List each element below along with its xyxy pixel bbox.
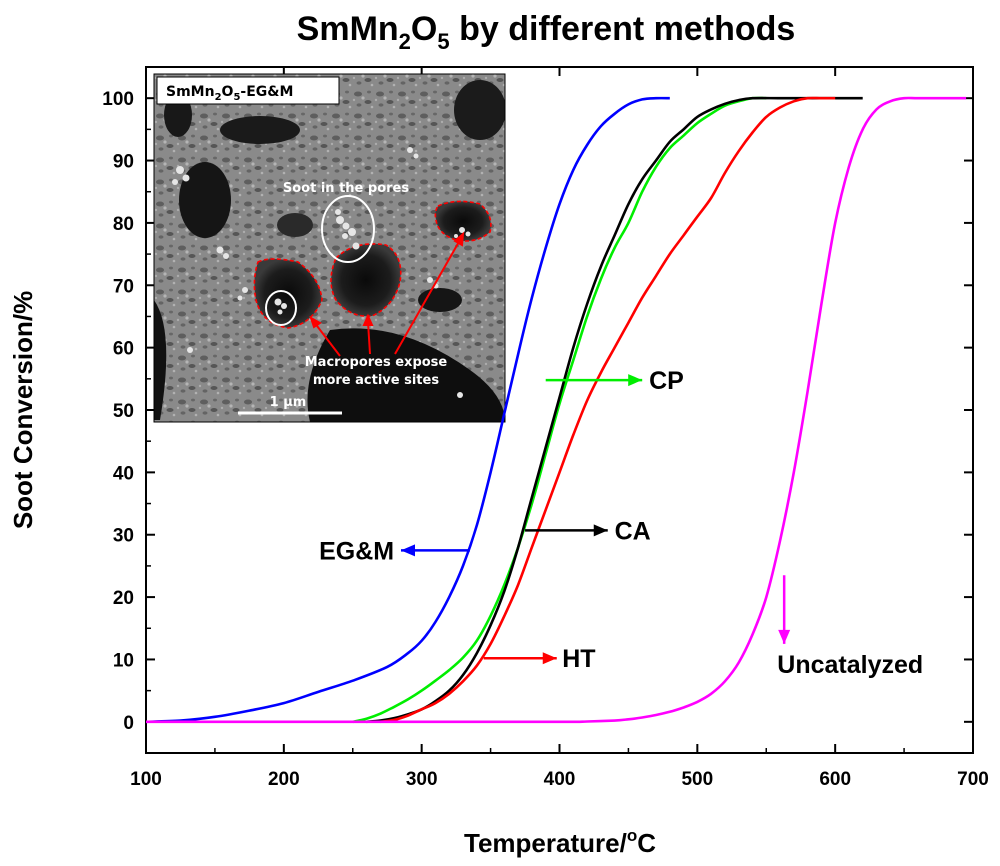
inset-scale-label: 1 μm [270, 395, 307, 410]
annotation-label-ca: CA [615, 517, 651, 545]
inset-sem-image [154, 74, 505, 422]
x-axis-label: Temperature/oC [464, 826, 656, 858]
annotation-arrowhead-uncatalyzed [778, 629, 791, 644]
series-line-uncatalyzed [146, 96, 967, 724]
y-tick-label-10: 10 [113, 650, 134, 671]
series-line-egandm [146, 96, 670, 724]
chart-title: SmMn2O5 by different methods [297, 10, 796, 54]
annotation-arrowhead-ca [593, 524, 608, 537]
annotations-layer: CP CA EG&M HT Uncatalyzed [319, 367, 923, 679]
inset-label-soot: Soot in the pores [283, 181, 409, 196]
y-tick-label-20: 20 [113, 588, 134, 609]
x-tick-label-500: 500 [681, 769, 713, 790]
y-tick-label-30: 30 [113, 526, 134, 547]
series-line-ca [366, 96, 863, 724]
y-tick-label-60: 60 [113, 339, 134, 360]
annotation-label-uncatalyzed: Uncatalyzed [777, 651, 923, 679]
y-tick-label-70: 70 [113, 276, 134, 297]
y-tick-label-40: 40 [113, 463, 134, 484]
annotation-arrowhead-cp [628, 374, 643, 387]
x-tick-label-600: 600 [819, 769, 851, 790]
soot-highlight-1 [321, 195, 375, 263]
x-tick-label-100: 100 [130, 769, 162, 790]
annotation-arrowhead-ht [542, 652, 557, 665]
annotation-label-egandm: EG&M [319, 537, 394, 565]
y-axis-label: Soot Conversion/% [8, 291, 38, 529]
y-tick-label-0: 0 [123, 713, 134, 734]
y-tick-label-50: 50 [113, 401, 134, 422]
x-tick-label-400: 400 [544, 769, 576, 790]
inset-title: SmMn2O5-EG&M [166, 84, 293, 103]
annotation-label-cp: CP [649, 367, 684, 395]
x-tick-label-300: 300 [406, 769, 438, 790]
annotation-arrowhead-egandm [400, 544, 415, 557]
series-line-cp [352, 96, 767, 724]
y-tick-label-100: 100 [102, 89, 134, 110]
annotation-label-ht: HT [562, 645, 595, 673]
y-tick-label-90: 90 [113, 152, 134, 173]
x-tick-label-700: 700 [957, 769, 989, 790]
series-line-ht [380, 96, 836, 724]
inset-label-macropores-1: Macropores expose [305, 355, 448, 370]
series-layer [146, 96, 967, 724]
axis-ticks: 100 200 300 400 500 600 700 0 10 20 30 40 50 60 70 80 90… [102, 67, 989, 790]
y-tick-label-80: 80 [113, 214, 134, 235]
inset-label-macropores-2: more active sites [313, 373, 439, 388]
x-tick-label-200: 200 [268, 769, 300, 790]
macropore-3 [434, 200, 492, 242]
soot-highlight-2 [265, 290, 297, 326]
